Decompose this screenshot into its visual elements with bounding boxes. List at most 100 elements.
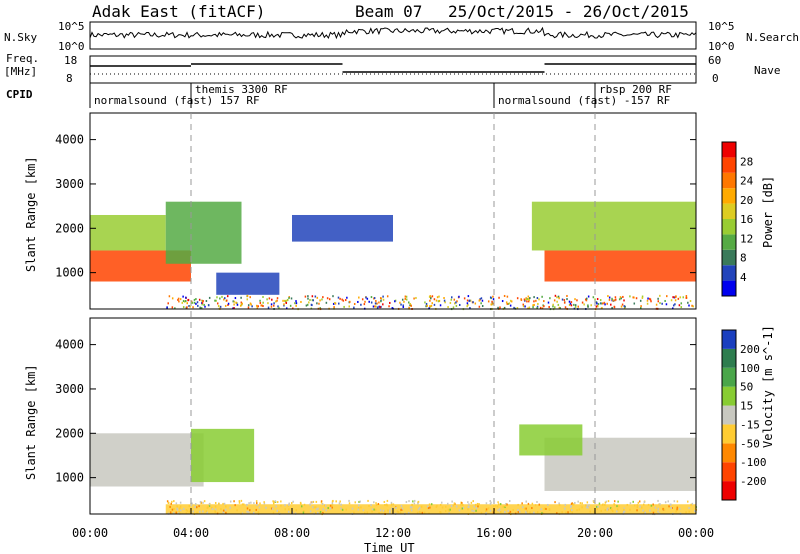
velocity-speck [320, 501, 323, 504]
cpid-mode-label: themis 3300 RF [195, 83, 288, 96]
velocity-speck [652, 511, 655, 514]
power-speck [587, 304, 589, 307]
velocity-speck [642, 509, 644, 512]
velocity-speck [185, 509, 188, 512]
power-speck [573, 303, 575, 306]
velocity-speck [687, 500, 689, 503]
velocity-speck [218, 502, 220, 505]
power-speck [275, 300, 277, 303]
velocity-band [165, 504, 696, 514]
velocity-speck [427, 507, 430, 510]
power-speck [373, 297, 376, 300]
velocity-speck [480, 511, 483, 514]
power-speck [283, 304, 285, 307]
power-speck [614, 296, 617, 299]
velocity-speck [390, 501, 393, 504]
power-speck [541, 307, 544, 310]
power-speck [525, 297, 527, 300]
power-speck [629, 295, 631, 298]
x-tick-label: 20:00 [577, 526, 613, 540]
velocity-speck [288, 503, 290, 506]
power-speck [272, 304, 275, 307]
velocity-speck [417, 502, 419, 505]
power-speck [623, 299, 625, 302]
power-colorbar: 4 8 12 16 20 24 28 [721, 141, 754, 297]
velocity-speck [276, 501, 279, 504]
velocity-speck [564, 507, 566, 510]
velocity-speck [526, 510, 528, 513]
velocity-speck [623, 510, 625, 513]
power-speck [249, 302, 252, 305]
power-speck [311, 299, 314, 302]
beam-label: Beam 07 [355, 2, 422, 21]
power-speck [322, 296, 324, 299]
velocity-speck [565, 511, 567, 514]
power-speck [481, 305, 484, 308]
power-speck [270, 303, 273, 306]
power-speck [232, 307, 234, 310]
velocity-speck [371, 510, 373, 513]
velocity-speck [195, 506, 198, 509]
x-tick-label: 08:00 [274, 526, 310, 540]
power-speck [403, 300, 405, 303]
power-speck [186, 306, 188, 309]
power-speck [596, 302, 598, 305]
power-band [292, 214, 393, 242]
velocity-speck [616, 508, 619, 511]
power-speck [469, 307, 471, 310]
power-speck [283, 303, 285, 306]
power-speck [349, 300, 351, 303]
power-speck [553, 299, 556, 302]
velocity-speck [600, 509, 602, 512]
velocity-speck [253, 502, 255, 505]
velocity-speck [671, 507, 673, 510]
colorbar-tick-label: 200 [740, 343, 760, 356]
velocity-speck [280, 504, 282, 507]
power-speck [182, 300, 185, 303]
power-speck [399, 301, 401, 304]
nave-tick-bottom: 0 [712, 72, 719, 85]
power-speck [583, 303, 585, 306]
power-speck [659, 302, 661, 305]
nsky-label: N.Sky [4, 31, 37, 44]
power-speck [201, 299, 203, 302]
velocity-speck [505, 502, 507, 505]
velocity-speck [272, 511, 275, 514]
power-speck [557, 295, 560, 298]
colorbar-tick-label: 15 [740, 400, 753, 413]
y-tick-label: 4000 [55, 133, 84, 147]
velocity-speck [534, 504, 537, 507]
power-speck [216, 302, 219, 305]
power-speck [527, 300, 530, 303]
power-speck [249, 296, 251, 299]
power-speck [466, 299, 469, 302]
velocity-speck [360, 506, 362, 509]
power-speck [374, 305, 376, 308]
nsky-trace [89, 26, 697, 45]
velocity-speck [643, 501, 646, 504]
power-band [165, 201, 242, 264]
velocity-speck [436, 504, 438, 507]
colorbar-swatch [722, 172, 736, 189]
velocity-speck [499, 503, 502, 506]
velocity-speck [319, 510, 322, 513]
velocity-speck [636, 506, 638, 509]
power-speck [235, 301, 237, 304]
power-speck [282, 299, 284, 302]
velocity-speck [659, 503, 661, 506]
x-tick-label: 00:00 [678, 526, 714, 540]
velocity-speck [363, 512, 366, 515]
power-speck [587, 295, 590, 298]
velocity-speck [202, 501, 204, 504]
power-speck [241, 302, 243, 305]
y-tick-label: 3000 [55, 382, 84, 396]
velocity-speck [205, 510, 208, 513]
nsearch-label: N.Search [746, 31, 799, 44]
power-speck [321, 298, 323, 301]
power-speck [285, 299, 288, 302]
colorbar-swatch [722, 481, 736, 500]
velocity-speck [339, 500, 341, 503]
power-speck [554, 306, 556, 309]
power-speck [576, 299, 578, 302]
power-speck [288, 296, 290, 299]
